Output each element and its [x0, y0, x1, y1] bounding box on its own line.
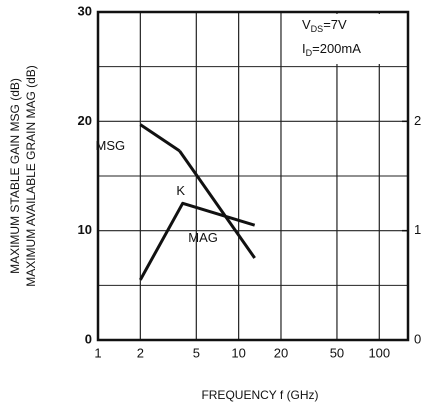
x-axis-label: FREQUENCY f (GHz): [201, 388, 318, 402]
series-label: MAG: [188, 230, 218, 245]
series-label: K: [176, 183, 185, 198]
line: [178, 149, 256, 259]
y2-tick-label: 1: [414, 222, 421, 237]
x-tick-label: 20: [274, 345, 288, 360]
line: [139, 201, 256, 281]
y-axis-label: MAXIMUM STABLE GAIN MSG (dB): [8, 78, 22, 274]
annotation: ID=200mA: [302, 41, 361, 58]
x-tick-label: 2: [137, 345, 144, 360]
plot-frame: [96, 10, 410, 342]
annotation-rest: =7V: [323, 17, 347, 32]
x-tick-label: 1: [94, 345, 101, 360]
y2-tick-label: 0: [414, 331, 421, 346]
x-tick-label: 100: [368, 345, 390, 360]
annotation: VDS=7V: [302, 17, 347, 34]
annotation-main: V: [302, 17, 311, 32]
line: [139, 123, 181, 153]
x-tick-label: 5: [193, 345, 200, 360]
x-tick-label: 50: [330, 345, 344, 360]
y-axis-label: MAXIMUM AVAILABLE GRAIN MAG (dB): [24, 65, 38, 287]
y-tick-label: 10: [78, 222, 92, 237]
annotation-sub: DS: [311, 24, 324, 34]
annotation-sub: D: [306, 48, 313, 58]
x-tick-label: 10: [231, 345, 245, 360]
y-tick-label: 20: [78, 113, 92, 128]
series-label: MSG: [96, 138, 126, 153]
y-tick-label: 0: [85, 331, 92, 346]
annotation-main: I: [302, 41, 306, 56]
annotation-box: [296, 14, 406, 64]
annotation-rest: =200mA: [312, 41, 361, 56]
y2-tick-label: 2: [414, 113, 421, 128]
y-tick-label: 30: [78, 3, 92, 18]
